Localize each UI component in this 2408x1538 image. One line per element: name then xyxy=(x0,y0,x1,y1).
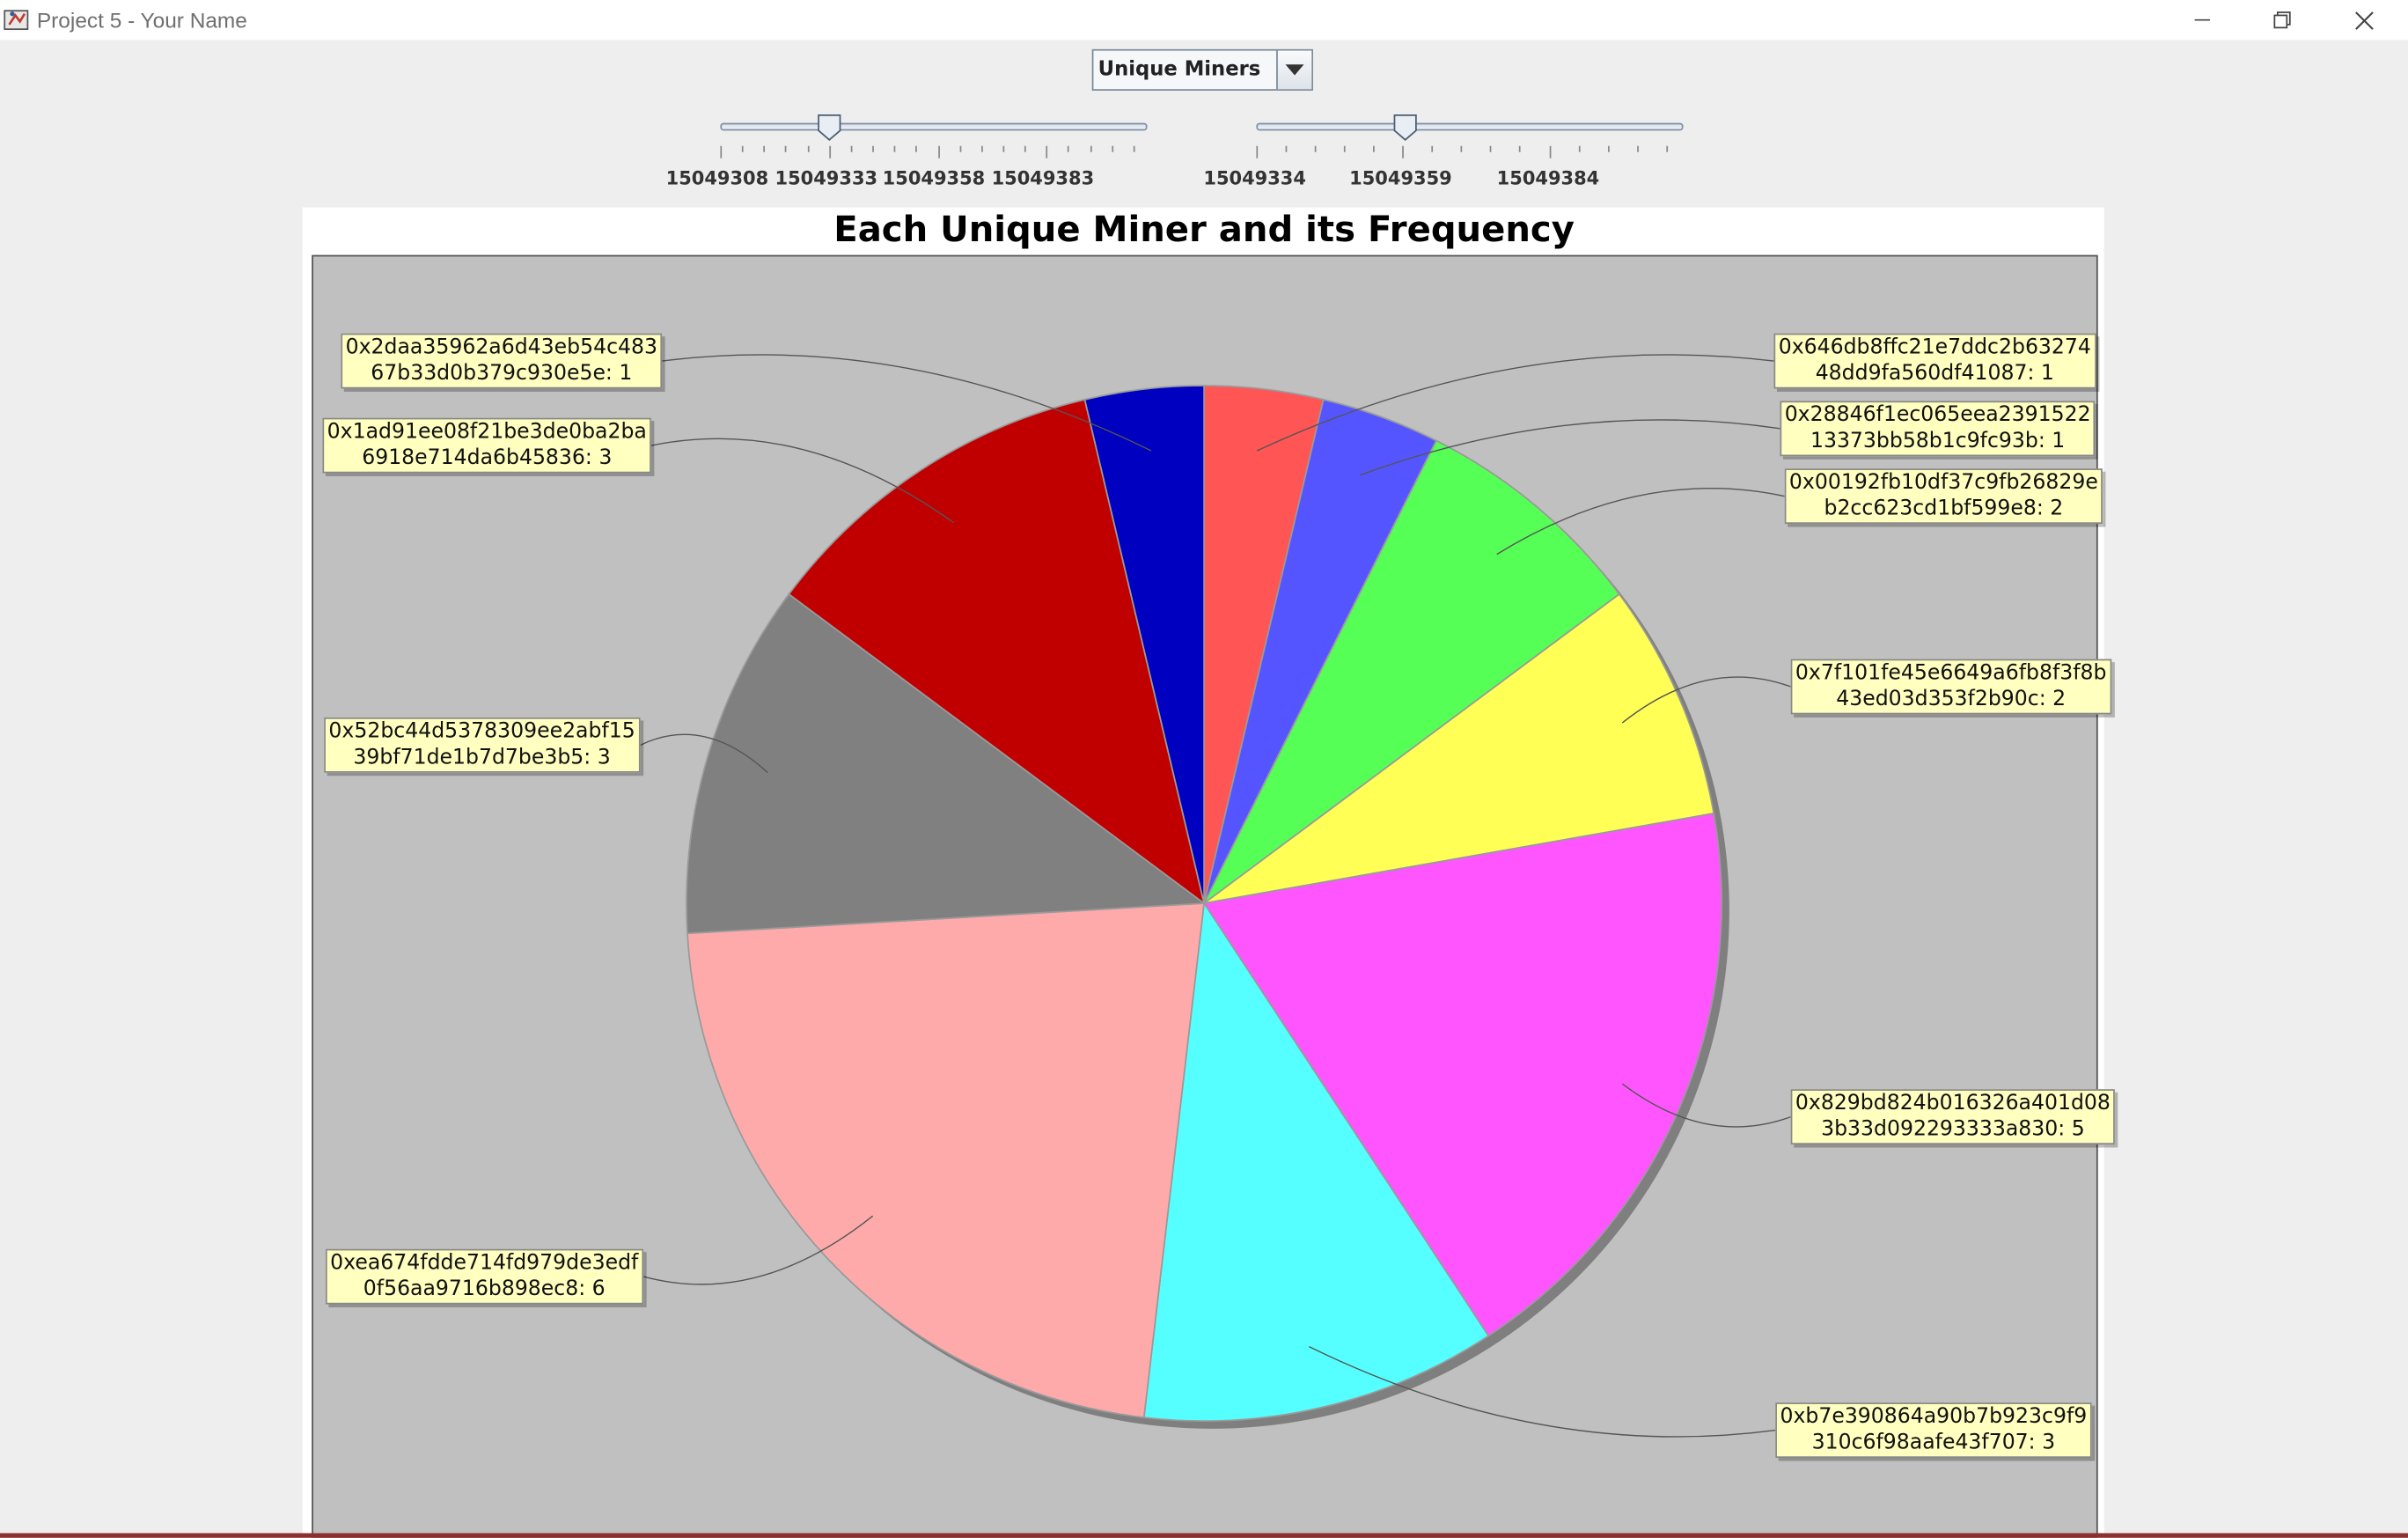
slider-tick xyxy=(959,146,961,152)
slider-tick xyxy=(1046,146,1048,158)
restore-icon xyxy=(2273,11,2292,29)
chart-title: Each Unique Miner and its Frequency xyxy=(0,210,2408,250)
pie-slice xyxy=(687,903,1204,1417)
close-icon xyxy=(2353,10,2374,30)
slider-tick xyxy=(872,146,874,152)
slider-tick xyxy=(1403,146,1405,158)
pie-slice-label: 0x52bc44d5378309ee2abf15 39bf71de1b7d7be… xyxy=(324,717,640,773)
slider-tick xyxy=(1068,146,1069,152)
selected-view-label: Unique Miners xyxy=(1098,58,1261,81)
pie-slice-label: 0xb7e390864a90b7b923c9f9 310c6f98aafe43f… xyxy=(1775,1402,2091,1458)
end-slider-thumb[interactable] xyxy=(1393,114,1418,141)
slider-tick xyxy=(1344,146,1346,152)
window-title: Project 5 - Your Name xyxy=(37,8,247,33)
pie-slice-label: 0x00192fb10df37c9fb26829e b2cc623cd1bf59… xyxy=(1785,468,2103,524)
slider-tick xyxy=(894,146,896,152)
slider-tick xyxy=(1024,146,1026,152)
start-slider-tick-label: 15049358 xyxy=(883,167,986,188)
end-slider-tick-label: 15049384 xyxy=(1497,167,1600,188)
close-button[interactable] xyxy=(2328,0,2398,40)
slider-tick xyxy=(916,146,918,152)
slider-tick xyxy=(1549,146,1551,158)
slider-tick xyxy=(1432,146,1434,152)
start-slider-tick-label: 15049308 xyxy=(666,167,769,188)
minimize-icon xyxy=(2193,11,2212,29)
window-bottom-border xyxy=(0,1534,2408,1538)
slider-tick xyxy=(937,146,939,158)
pie-slice-label: 0x829bd824b016326a401d08 3b33d092293333a… xyxy=(1791,1089,2115,1144)
slider-tick xyxy=(829,146,831,158)
pie-slice-label: 0x7f101fe45e6649a6fb8f3f8b 43ed03d353f2b… xyxy=(1791,659,2111,715)
pie-slice-label: 0x1ad91ee08f21be3de0ba2ba 6918e714da6b45… xyxy=(322,418,651,474)
end-slider-tick-label: 15049334 xyxy=(1203,167,1306,188)
slider-tick xyxy=(1002,146,1004,152)
slider-tick xyxy=(1112,146,1113,152)
pie-slice-label: 0x646db8ffc21e7ddc2b63274 48dd9fa560df41… xyxy=(1773,334,2096,389)
view-select-dropdown[interactable]: Unique Miners xyxy=(1092,49,1313,91)
minimize-button[interactable] xyxy=(2167,0,2237,40)
slider-tick xyxy=(720,146,722,158)
slider-tick xyxy=(1520,146,1522,152)
end-slider-track[interactable] xyxy=(1256,123,1683,131)
plot-area: 0x646db8ffc21e7ddc2b63274 48dd9fa560df41… xyxy=(312,255,2097,1538)
restore-button[interactable] xyxy=(2247,0,2317,40)
slider-tick xyxy=(1315,146,1317,152)
java-app-icon xyxy=(3,6,30,33)
slider-tick xyxy=(742,146,744,152)
end-slider-tick-label: 15049359 xyxy=(1349,167,1452,188)
start-slider-thumb[interactable] xyxy=(817,114,841,141)
slider-tick xyxy=(1637,146,1639,152)
slider-tick xyxy=(1286,146,1288,152)
slider-tick xyxy=(1134,146,1135,152)
slider-tick xyxy=(851,146,853,152)
start-slider-track[interactable] xyxy=(720,123,1147,131)
slider-tick xyxy=(1490,146,1492,152)
slider-tick xyxy=(1090,146,1091,152)
slider-tick xyxy=(1373,146,1375,152)
title-bar: Project 5 - Your Name xyxy=(0,0,2408,40)
slider-tick xyxy=(981,146,983,152)
slider-tick xyxy=(1666,146,1668,152)
start-slider-tick-label: 15049333 xyxy=(775,167,878,188)
slider-tick xyxy=(1607,146,1609,152)
slider-tick xyxy=(764,146,766,152)
start-slider-tick-label: 15049383 xyxy=(992,167,1095,188)
chevron-down-icon[interactable] xyxy=(1276,51,1311,90)
slider-tick xyxy=(1578,146,1580,152)
slider-tick xyxy=(1461,146,1463,152)
slider-tick xyxy=(785,146,787,152)
pie-slice-label: 0x2daa35962a6d43eb54c483 67b33d0b379c930… xyxy=(341,334,662,389)
pie-slice-label: 0x28846f1ec065eea2391522 13373bb58b1c9fc… xyxy=(1780,401,2095,456)
slider-tick xyxy=(1256,146,1258,158)
pie-slice-label: 0xea674fdde714fd979de3edf 0f56aa9716b898… xyxy=(326,1249,643,1305)
slider-tick xyxy=(807,146,809,152)
